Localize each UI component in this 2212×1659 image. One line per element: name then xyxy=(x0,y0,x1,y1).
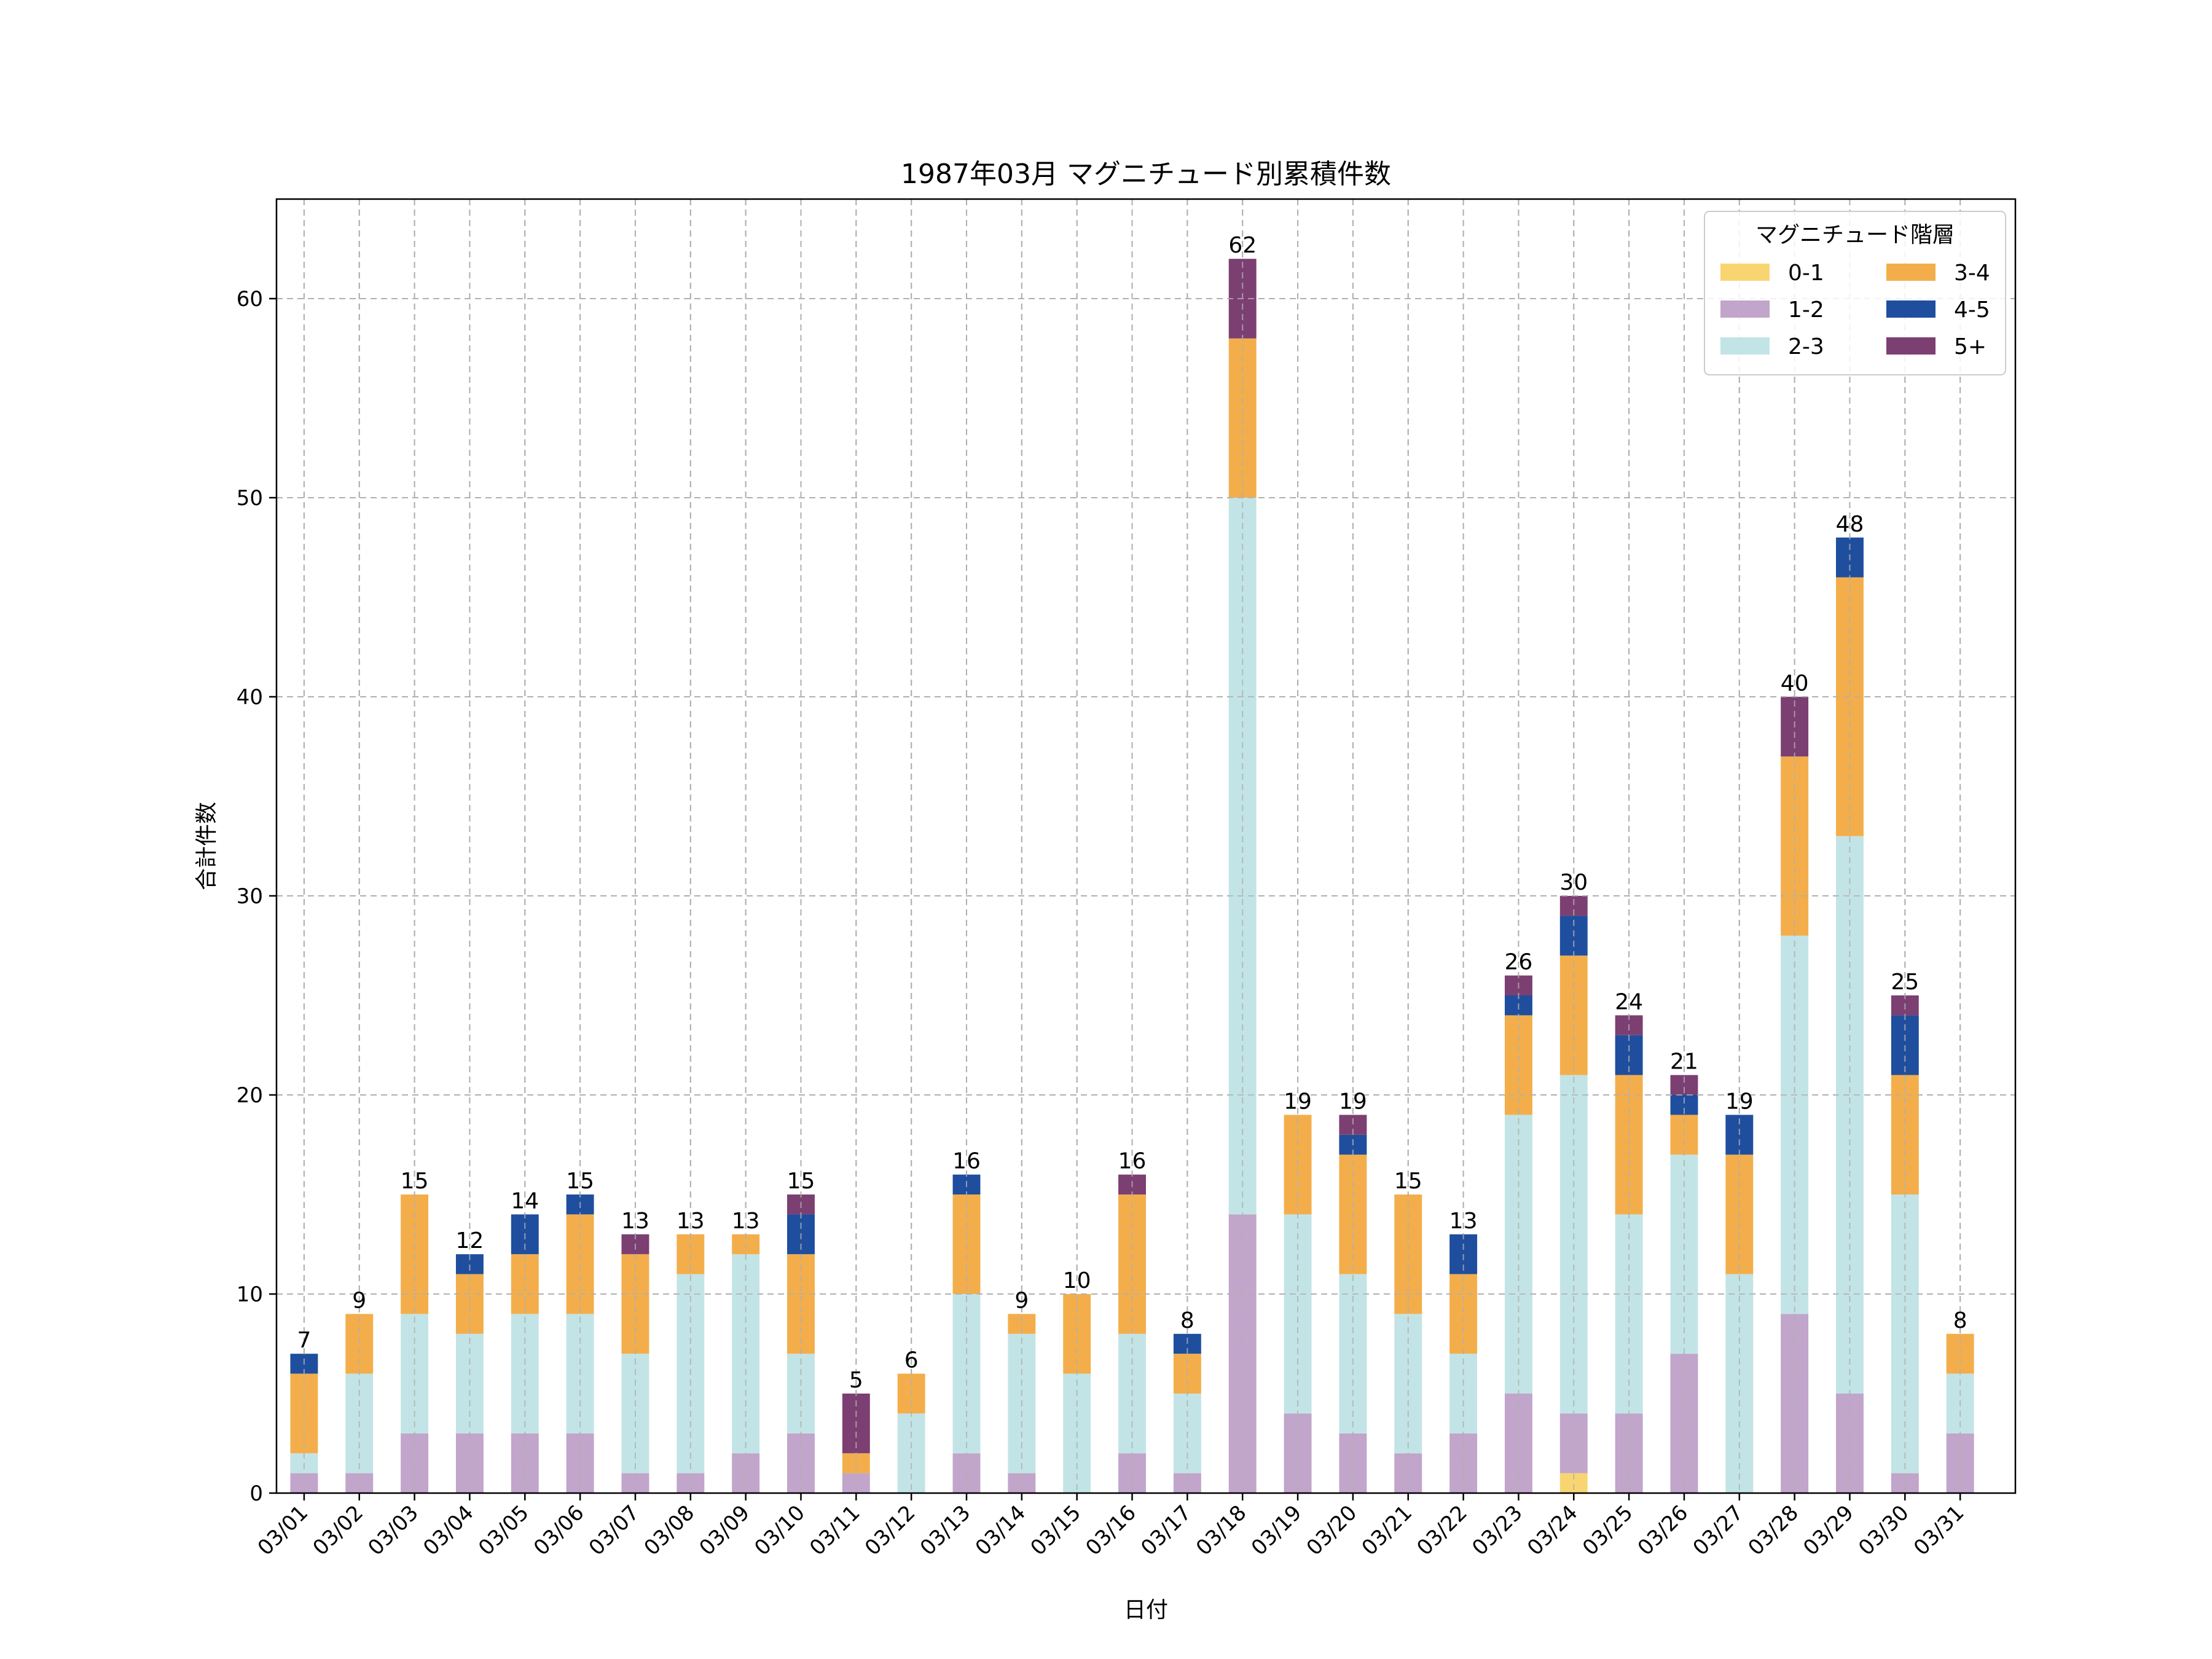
total-label: 15 xyxy=(566,1169,594,1194)
total-label: 13 xyxy=(677,1209,705,1234)
legend-swatch xyxy=(1720,337,1770,355)
bar-segment xyxy=(1228,498,1257,1215)
bar-segment xyxy=(455,1274,484,1334)
total-label: 15 xyxy=(1394,1169,1422,1194)
total-label: 6 xyxy=(904,1348,919,1373)
legend-frame xyxy=(1704,211,2006,375)
plot-frame xyxy=(275,198,2017,1494)
total-label: 16 xyxy=(1118,1149,1147,1174)
bar-segment xyxy=(511,1254,539,1314)
y-tick-label: 50 xyxy=(237,486,263,511)
total-label: 19 xyxy=(1725,1089,1754,1114)
total-label: 24 xyxy=(1615,989,1643,1014)
total-label: 19 xyxy=(1284,1089,1312,1114)
total-label: 5 xyxy=(849,1368,863,1393)
y-tick-label: 30 xyxy=(237,884,263,909)
total-label: 26 xyxy=(1505,950,1533,975)
y-tick-label: 40 xyxy=(237,685,263,710)
total-label: 7 xyxy=(297,1328,311,1353)
total-label: 21 xyxy=(1670,1049,1698,1075)
total-label: 62 xyxy=(1228,233,1257,258)
legend-swatch xyxy=(1720,264,1770,281)
total-label: 15 xyxy=(787,1169,815,1194)
y-tick-label: 20 xyxy=(237,1083,263,1108)
total-label: 15 xyxy=(401,1169,429,1194)
y-tick-label: 0 xyxy=(249,1481,263,1506)
legend-label: 5+ xyxy=(1954,334,1986,359)
legend-items: 0-1 1-2 2-3 3-4 4-5 5+ xyxy=(1720,261,1990,359)
total-label: 16 xyxy=(952,1149,981,1174)
total-label: 13 xyxy=(1449,1209,1478,1234)
total-label: 9 xyxy=(352,1288,366,1313)
y-axis-label: 合計件数 xyxy=(194,802,219,890)
total-label: 13 xyxy=(732,1209,760,1234)
legend: マグニチュード階層 0-1 1-2 2-3 3-4 4-5 5+ xyxy=(1704,211,2006,375)
legend-label: 2-3 xyxy=(1788,334,1824,359)
bar-segment xyxy=(787,1254,815,1354)
legend-label: 4-5 xyxy=(1954,297,1990,323)
y-tick-label: 10 xyxy=(237,1282,263,1307)
total-label: 19 xyxy=(1339,1089,1367,1114)
total-label: 25 xyxy=(1891,970,1919,995)
legend-label: 1-2 xyxy=(1788,297,1824,323)
total-label: 30 xyxy=(1559,870,1588,895)
legend-swatch xyxy=(1886,337,1936,355)
y-tick-label: 60 xyxy=(237,287,263,312)
x-axis-label: 日付 xyxy=(1124,1598,1168,1623)
total-label: 8 xyxy=(1953,1308,1967,1333)
total-label: 8 xyxy=(1180,1308,1194,1333)
chart-title: 1987年03月 マグニチュード別累積件数 xyxy=(901,159,1391,190)
total-label: 13 xyxy=(621,1209,649,1234)
total-label: 48 xyxy=(1836,512,1864,537)
legend-label: 0-1 xyxy=(1788,261,1824,286)
legend-label: 3-4 xyxy=(1954,261,1990,286)
total-label: 40 xyxy=(1781,671,1809,696)
total-label: 10 xyxy=(1063,1268,1091,1293)
legend-swatch xyxy=(1886,300,1936,318)
bar-segment xyxy=(621,1254,649,1354)
total-label: 14 xyxy=(511,1188,539,1214)
legend-title: マグニチュード階層 xyxy=(1755,222,1955,248)
total-label: 12 xyxy=(456,1228,484,1253)
total-labels: 7 9 15 12 14 15 13 13 13 15 5 6 16 9 10 16 8 62 19 19 15 13 26… xyxy=(297,233,1967,1393)
y-axis: 0 10 20 30 40 50 60 xyxy=(237,287,276,1506)
legend-swatch xyxy=(1720,300,1770,318)
total-label: 9 xyxy=(1014,1288,1029,1313)
bar-segment xyxy=(1781,756,1809,936)
legend-swatch xyxy=(1886,264,1936,281)
